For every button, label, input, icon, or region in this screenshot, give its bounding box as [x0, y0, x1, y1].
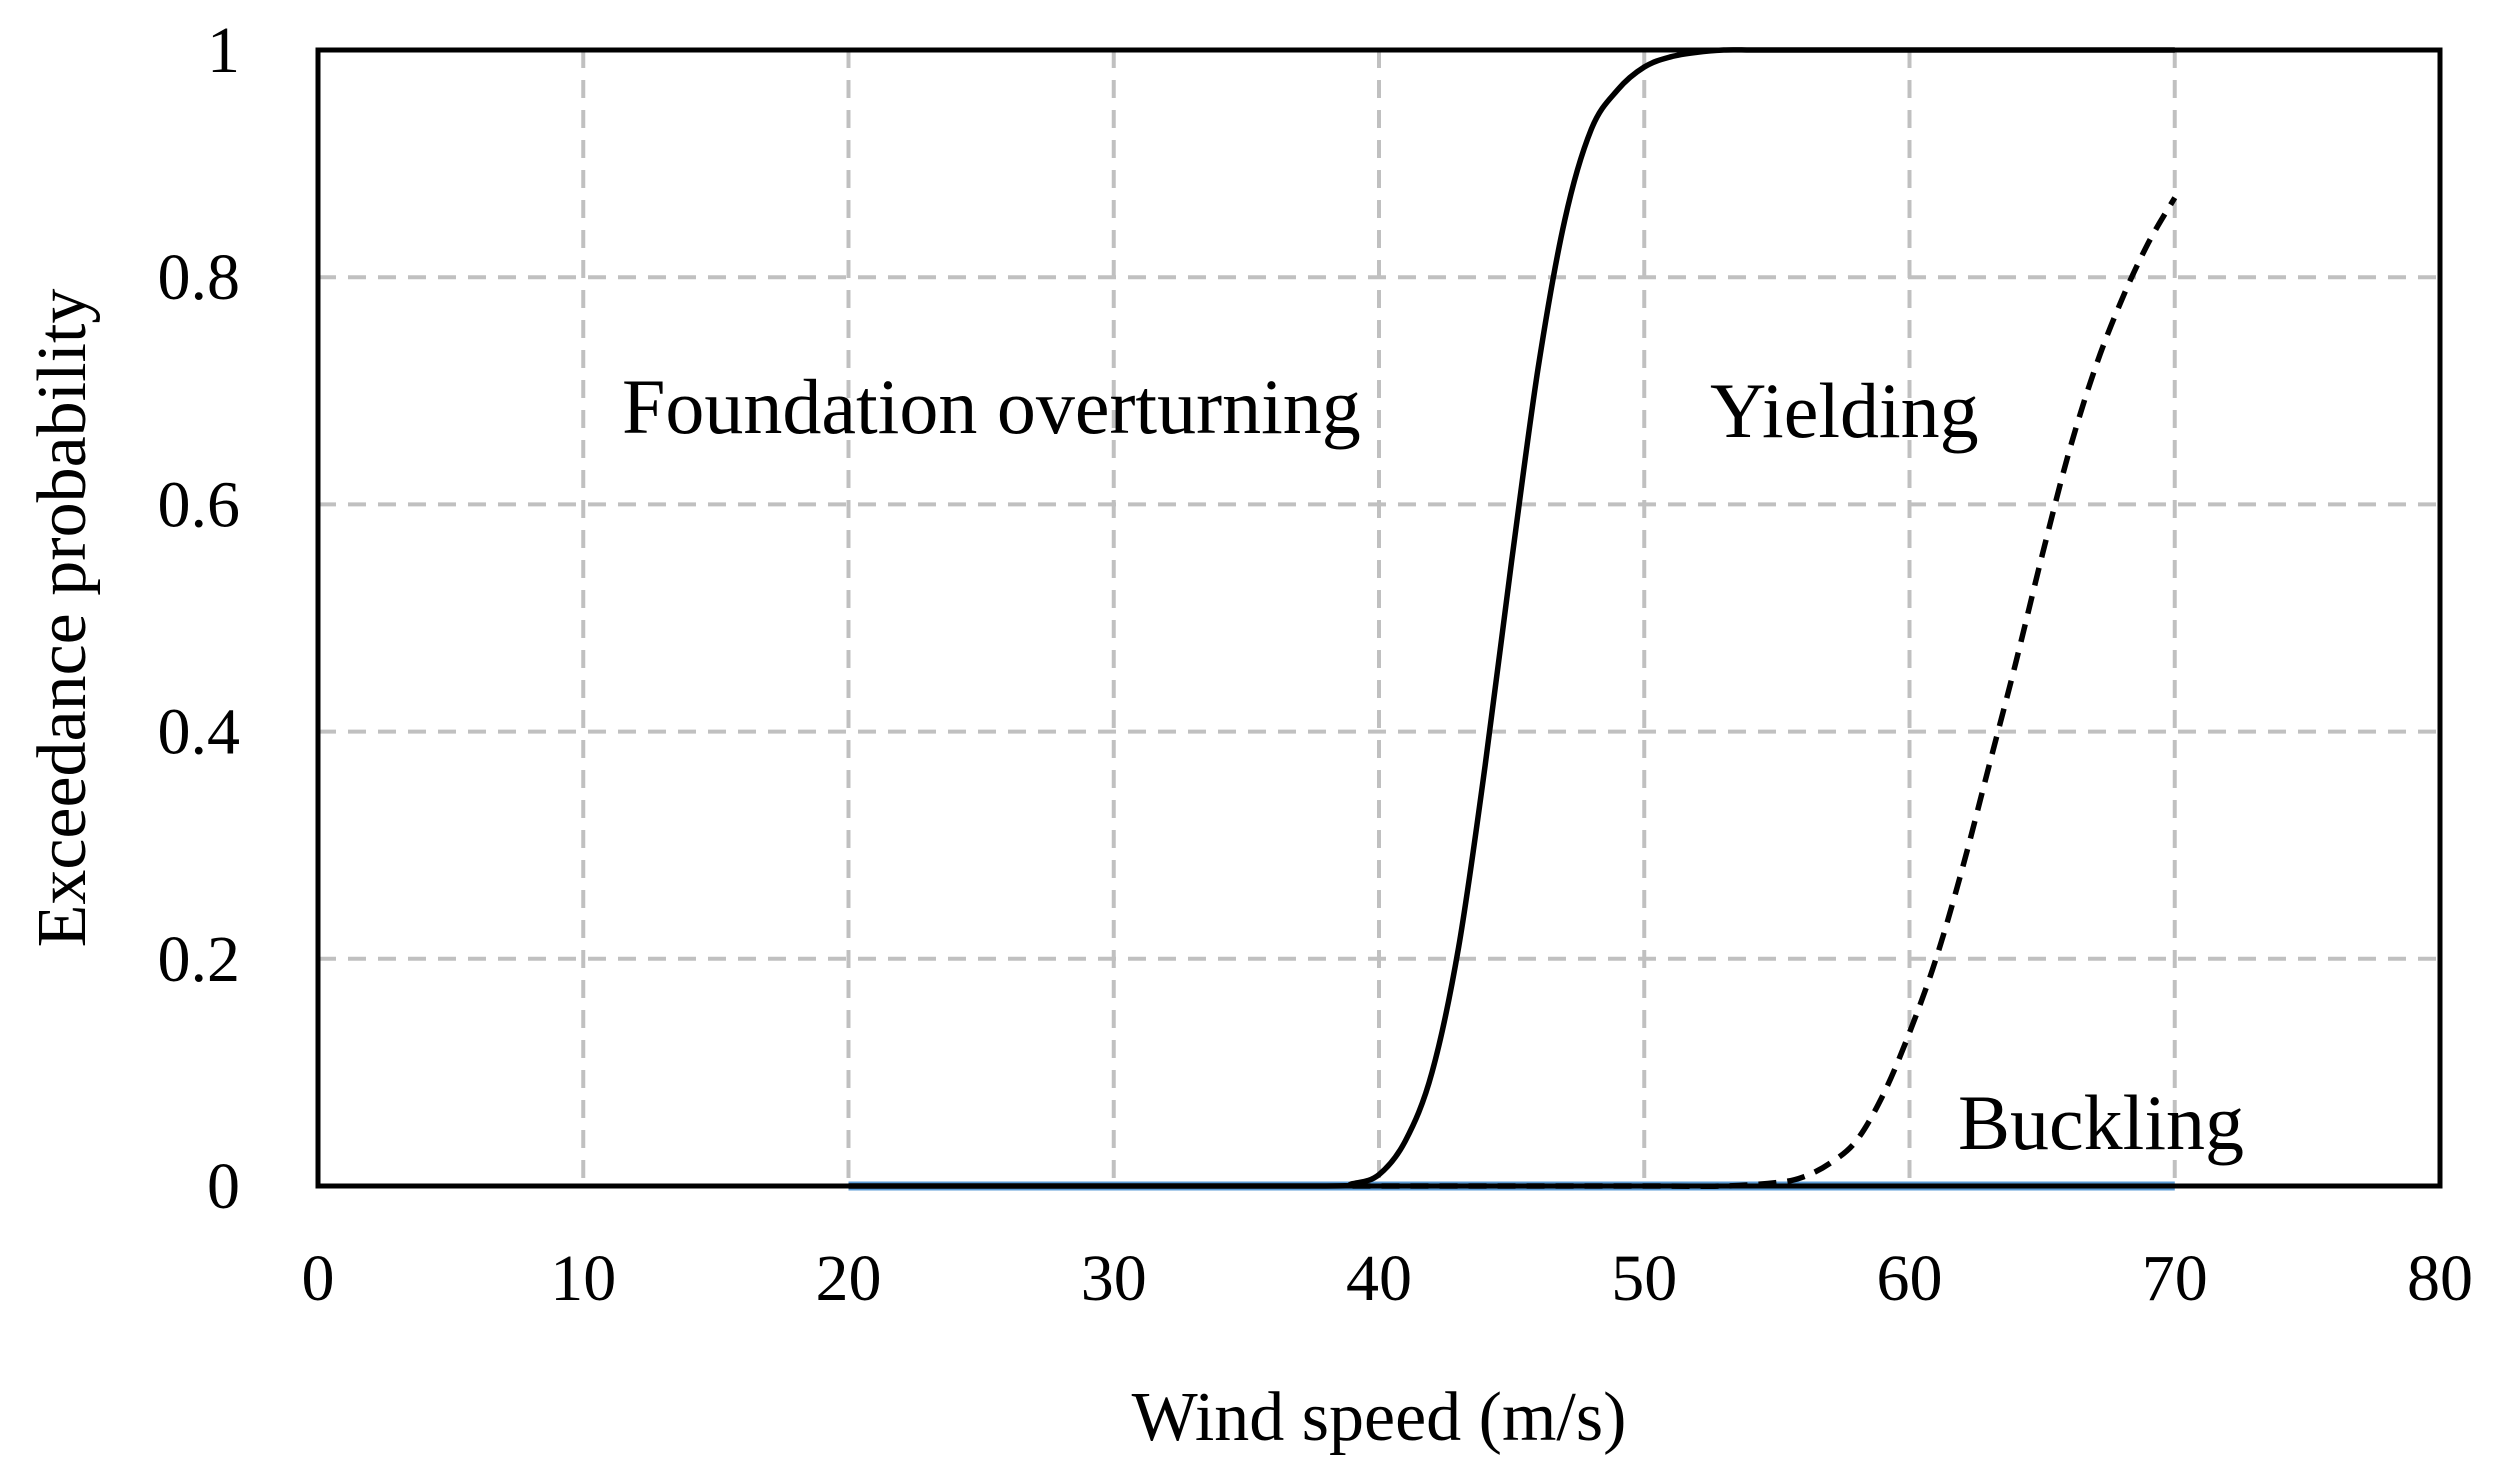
grid-lines — [318, 50, 2440, 1186]
y-tick-label: 0.6 — [158, 468, 241, 541]
x-tick-label: 30 — [1081, 1242, 1147, 1315]
y-tick-label: 0.2 — [158, 923, 241, 996]
y-axis-title: Exceedance probability — [24, 289, 101, 948]
x-tick-label: 10 — [550, 1242, 616, 1315]
x-tick-label: 20 — [816, 1242, 882, 1315]
annotation-yielding: Yielding — [1710, 367, 1979, 454]
x-tick-label: 50 — [1611, 1242, 1677, 1315]
x-tick-label: 60 — [1877, 1242, 1943, 1315]
y-tick-label: 0.8 — [158, 241, 241, 314]
y-tick-labels: 0 0.2 0.4 0.6 0.8 1 — [158, 14, 241, 1223]
x-tick-label: 40 — [1346, 1242, 1412, 1315]
annotation-buckling: Buckling — [1958, 1079, 2244, 1166]
plot-frame — [315, 47, 2443, 1189]
y-tick-label: 1 — [207, 14, 240, 87]
x-tick-label: 70 — [2142, 1242, 2208, 1315]
x-tick-labels: 0 10 20 30 40 50 60 70 80 — [302, 1242, 2474, 1315]
y-tick-label: 0 — [207, 1150, 240, 1223]
y-tick-label: 0.4 — [158, 696, 241, 769]
x-tick-label: 0 — [302, 1242, 335, 1315]
x-tick-label: 80 — [2407, 1242, 2473, 1315]
annotation-foundation-overturning: Foundation overturning — [622, 363, 1361, 450]
x-axis-title: Wind speed (m/s) — [1132, 1379, 1627, 1456]
